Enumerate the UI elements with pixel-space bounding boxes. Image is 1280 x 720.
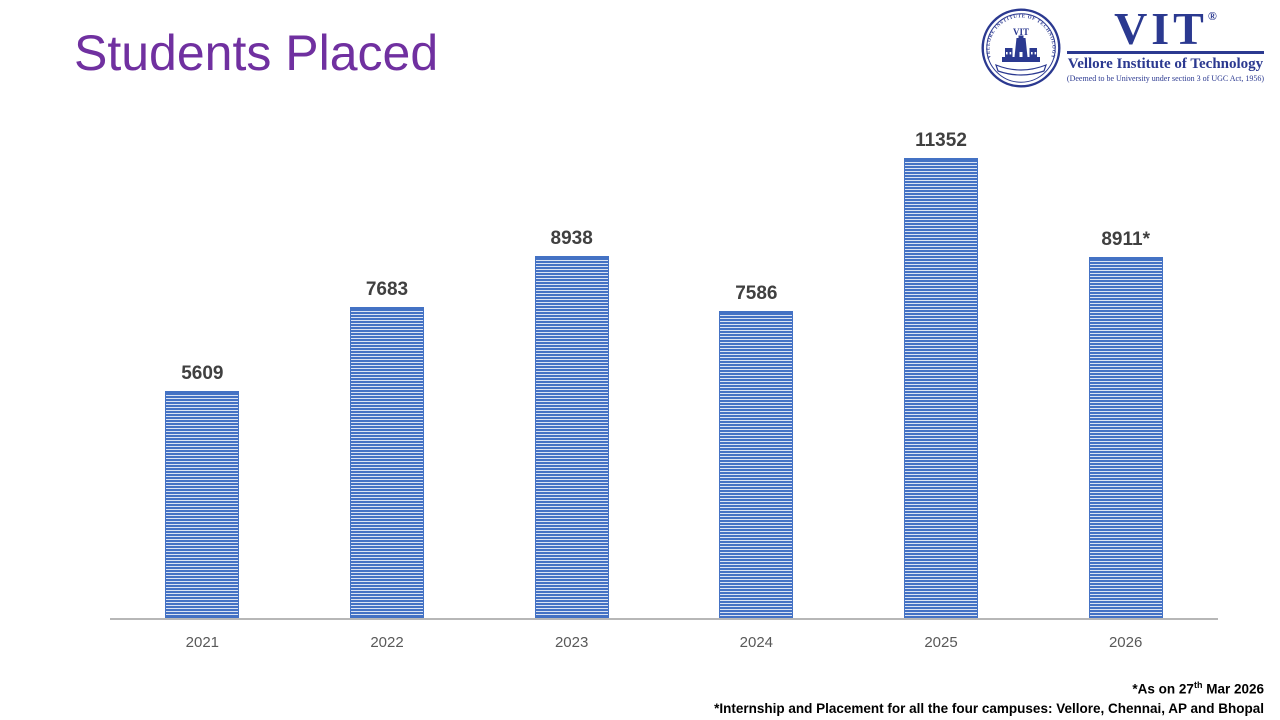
bar-2023 — [534, 256, 609, 618]
logo-divider-rule — [1066, 51, 1264, 55]
value-label-2025: 11352 — [915, 130, 967, 151]
vit-wordmark: VIT — [1114, 3, 1208, 54]
vit-logo: VELLORE INSTITUTE OF TECHNOLOGY VIT VIT® — [981, 6, 1264, 88]
seal-building-illustration — [1001, 35, 1040, 62]
x-axis-line — [110, 618, 1218, 620]
value-label-2024: 7586 — [735, 283, 778, 304]
registered-trademark-symbol: ® — [1207, 8, 1217, 23]
footnote-as-on-date: *As on 27th Mar 2026 — [1132, 680, 1264, 697]
x-tick-2022: 2022 — [370, 634, 404, 651]
x-tick-2023: 2023 — [554, 634, 589, 651]
institute-name: Vellore Institute of Technology — [1067, 56, 1264, 73]
deemed-university-text: (Deemed to be University under section 3… — [1066, 74, 1264, 84]
bar-2026 — [1088, 257, 1163, 618]
value-label-2026: 8911* — [1101, 229, 1150, 250]
x-tick-2021: 2021 — [185, 634, 220, 651]
vit-seal-icon: VELLORE INSTITUTE OF TECHNOLOGY VIT — [981, 8, 1061, 88]
students-placed-bar-chart: 5609 2021 7683 2022 8938 2023 7586 2024 11352 202… — [110, 130, 1218, 651]
bar-2024 — [719, 311, 794, 618]
footnotes: *As on 27th Mar 2026 *Internship and Pla… — [714, 679, 1264, 719]
x-tick-2024: 2024 — [739, 634, 774, 651]
x-tick-2025: 2025 — [924, 634, 958, 651]
bar-2022 — [350, 307, 424, 618]
bar-2021 — [165, 391, 240, 618]
page-title: Students Placed — [74, 25, 439, 81]
value-label-2021: 5609 — [181, 363, 224, 384]
x-tick-2026: 2026 — [1108, 634, 1143, 651]
footnote-campuses: *Internship and Placement for all the fo… — [714, 701, 1264, 717]
bar-2025 — [904, 158, 978, 618]
value-label-2022: 7683 — [365, 279, 409, 300]
seal-center-text: VIT — [1013, 27, 1029, 37]
value-label-2023: 8938 — [550, 228, 593, 249]
vit-logo-text: VIT® Vellore Institute of Technology (De… — [1066, 6, 1264, 84]
seal-ribbon-banner — [994, 63, 1047, 76]
